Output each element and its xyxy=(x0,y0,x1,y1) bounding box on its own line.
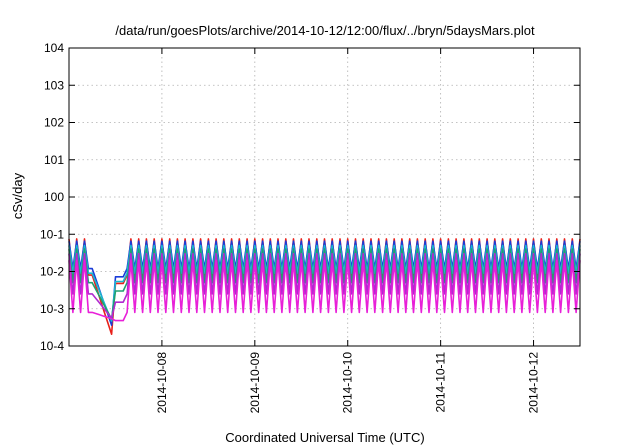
y-tick-label: 103 xyxy=(44,78,64,92)
chart-title: /data/run/goesPlots/archive/2014-10-12/1… xyxy=(115,23,535,38)
y-axis-label: cSv/day xyxy=(10,172,25,219)
y-tick-label: 10-2 xyxy=(40,265,64,279)
x-axis-label: Coordinated Universal Time (UTC) xyxy=(225,430,424,445)
x-tick-label: 2014-10-12 xyxy=(527,352,541,414)
grid-layer xyxy=(69,48,580,346)
y-tick-label: 104 xyxy=(44,41,64,55)
series-line xyxy=(68,259,581,322)
x-tick-label: 2014-10-08 xyxy=(155,352,169,414)
series-line xyxy=(68,252,581,319)
x-axis: 2014-10-08 2014-10-09 2014-10-10 2014-10-11… xyxy=(155,48,541,413)
y-axis: 10-4 10-3 10-2 10-1 100 101 102 103 104 xyxy=(40,41,580,353)
y-tick-label: 10-1 xyxy=(40,227,64,241)
series-layer xyxy=(68,238,581,336)
x-tick-label: 2014-10-10 xyxy=(341,352,355,414)
y-tick-label: 10-4 xyxy=(40,339,64,353)
y-tick-label: 100 xyxy=(44,190,64,204)
x-tick-label: 2014-10-11 xyxy=(434,352,448,413)
x-tick-label: 2014-10-09 xyxy=(248,352,262,414)
y-tick-label: 102 xyxy=(44,116,64,130)
series-line xyxy=(68,238,581,336)
y-tick-label: 10-3 xyxy=(40,302,64,316)
series-line xyxy=(68,244,581,322)
y-tick-label: 101 xyxy=(44,153,64,167)
series-line xyxy=(68,240,581,327)
series-line xyxy=(68,248,581,320)
